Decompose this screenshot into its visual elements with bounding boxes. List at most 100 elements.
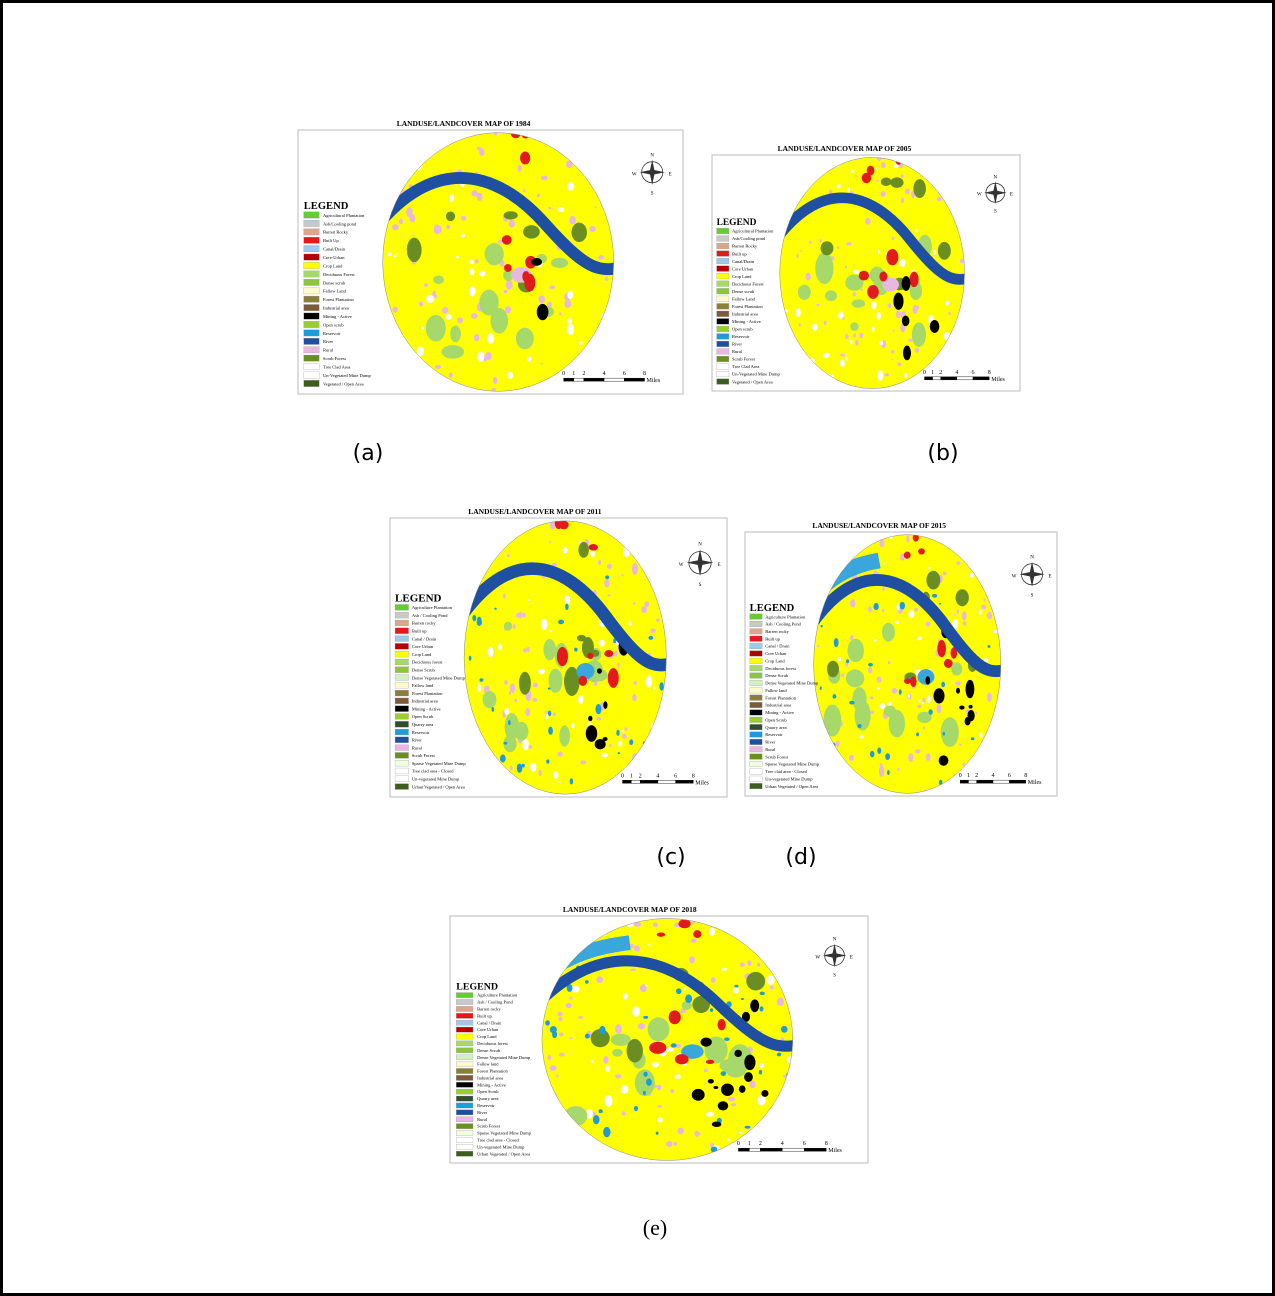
reservoir xyxy=(710,1008,713,1012)
rural xyxy=(975,712,977,715)
legend-label: Crop Land xyxy=(765,658,785,663)
tree-clad xyxy=(469,260,474,264)
scrub-forest xyxy=(913,179,926,198)
built-up xyxy=(944,659,953,668)
tree-clad xyxy=(567,291,573,300)
rural xyxy=(634,681,637,685)
tree-clad xyxy=(657,1118,663,1123)
rural xyxy=(841,673,845,676)
legend-swatch xyxy=(717,356,729,362)
rural xyxy=(607,564,612,569)
map-title: LANDUSE/LANDCOVER MAP OF 2015 xyxy=(812,521,946,530)
legend-swatch xyxy=(750,783,762,789)
tree-clad xyxy=(875,168,877,170)
rural xyxy=(677,1128,684,1135)
reservoir xyxy=(570,778,573,784)
rural xyxy=(432,291,435,295)
tree-clad xyxy=(604,1095,612,1107)
deciduous xyxy=(612,1049,623,1057)
scale-label: 0 xyxy=(562,371,565,377)
reservoir xyxy=(887,770,890,775)
tree-clad xyxy=(709,928,715,936)
legend-swatch xyxy=(395,745,408,751)
legend-swatch xyxy=(750,665,762,671)
tree-clad xyxy=(721,968,727,971)
legend-label: Dense scrub xyxy=(323,280,346,285)
rural xyxy=(604,579,609,588)
tree-clad xyxy=(618,741,622,747)
legend-swatch xyxy=(717,364,729,370)
tree-clad xyxy=(908,610,914,618)
caption: (a) xyxy=(353,441,384,466)
mining xyxy=(902,316,909,327)
legend-label: Sparse Vegetated Mine Dump xyxy=(765,762,820,767)
rural xyxy=(624,727,627,731)
tree-clad xyxy=(461,234,466,237)
compass-letter: W xyxy=(632,172,637,177)
legend-label: Un-vegetated Mine Dump xyxy=(412,777,460,782)
legend-swatch xyxy=(304,321,319,327)
tree-clad xyxy=(970,573,975,578)
rural xyxy=(915,749,920,753)
scrub-forest xyxy=(407,238,422,263)
rural xyxy=(556,1074,559,1077)
legend-swatch xyxy=(395,752,408,758)
compass-letter: W xyxy=(815,956,820,961)
legend-label: Barren rocky xyxy=(477,1006,501,1011)
rural xyxy=(799,323,801,326)
legend-label: Scrub Forest xyxy=(323,356,347,361)
tree-clad xyxy=(393,254,396,257)
scale-segment xyxy=(676,780,694,783)
scrub-forest xyxy=(446,211,455,221)
legend-label: Crop Land xyxy=(477,1034,497,1039)
legend-title: LEGEND xyxy=(717,218,757,228)
reservoir xyxy=(548,710,551,716)
built-up xyxy=(557,647,568,666)
compass-letter: W xyxy=(1012,574,1017,579)
legend-swatch xyxy=(456,1068,473,1073)
rural xyxy=(959,743,962,745)
legend-swatch xyxy=(395,659,408,665)
legend-swatch xyxy=(456,993,473,998)
scrub-forest xyxy=(881,178,892,186)
tree-clad xyxy=(588,722,592,725)
legend-swatch xyxy=(304,246,319,252)
tree-clad xyxy=(851,170,853,174)
tree-clad xyxy=(578,695,583,704)
tree-clad xyxy=(487,333,494,343)
rural xyxy=(517,165,521,172)
legend-swatch xyxy=(304,372,319,378)
rural xyxy=(621,574,623,576)
rural xyxy=(641,606,647,613)
reservoir xyxy=(821,625,823,628)
rural xyxy=(622,1111,626,1115)
built-up xyxy=(867,285,879,299)
legend-swatch xyxy=(456,1020,473,1025)
legend-label: Mining - Active xyxy=(412,706,441,711)
rural xyxy=(892,688,897,694)
reservoir xyxy=(656,1132,659,1135)
legend-swatch xyxy=(395,612,408,618)
tree-clad xyxy=(469,286,475,296)
scrub-forest xyxy=(890,177,903,187)
rural xyxy=(783,1075,787,1078)
scrub-forest xyxy=(523,225,540,238)
rural xyxy=(419,302,423,307)
legend-label: Built up xyxy=(732,251,747,256)
rural xyxy=(824,321,827,325)
tree-clad xyxy=(567,324,574,336)
mining xyxy=(712,1121,722,1126)
legend-label: Open Scrub xyxy=(477,1089,499,1094)
scale-label: 6 xyxy=(674,773,677,779)
built-up xyxy=(587,653,593,659)
map-title: LANDUSE/LANDCOVER MAP OF 2005 xyxy=(778,144,912,153)
caption: (e) xyxy=(643,1215,667,1241)
deciduous xyxy=(548,669,562,693)
legend-swatch xyxy=(395,651,408,657)
deciduous xyxy=(648,1017,670,1041)
tree-clad xyxy=(946,300,950,305)
scale-label: 0 xyxy=(737,1141,740,1147)
scale-label: 4 xyxy=(656,773,659,779)
tree-clad xyxy=(823,353,829,358)
mining xyxy=(902,276,911,291)
